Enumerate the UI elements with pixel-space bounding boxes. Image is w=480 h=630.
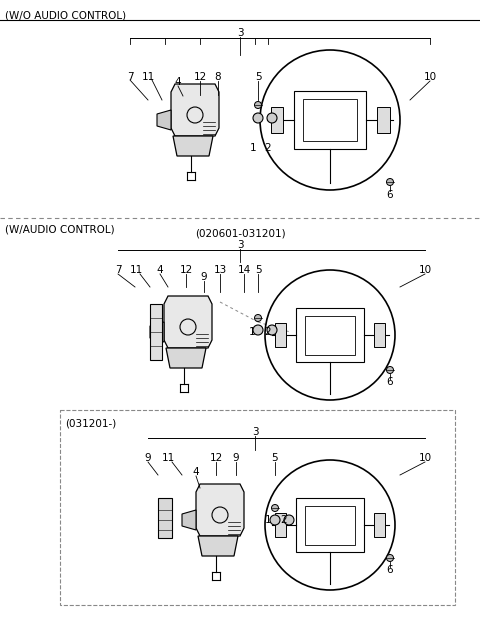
Polygon shape [164,296,212,348]
Polygon shape [158,498,172,538]
Text: (W/O AUDIO CONTROL): (W/O AUDIO CONTROL) [5,10,126,20]
Bar [305,505,355,544]
Text: 12: 12 [193,72,206,82]
Text: (W/AUDIO CONTROL): (W/AUDIO CONTROL) [5,224,115,234]
Circle shape [386,367,394,374]
Bar [294,91,366,149]
Bar [275,323,287,346]
Circle shape [254,101,262,108]
Text: (031201-): (031201-) [65,418,116,428]
Text: 3: 3 [237,28,243,38]
Bar [60,410,455,605]
Polygon shape [173,136,213,156]
Text: 11: 11 [161,453,175,463]
Text: 12: 12 [209,453,223,463]
Bar [373,513,385,537]
Text: 2: 2 [281,515,288,525]
Bar [373,323,385,346]
Circle shape [253,325,263,335]
Text: 6: 6 [387,565,393,575]
Bar [275,513,287,537]
Text: 12: 12 [180,265,192,275]
Text: 11: 11 [142,72,155,82]
Circle shape [284,515,294,525]
Text: 1: 1 [250,143,256,153]
Polygon shape [182,510,196,530]
Text: 3: 3 [237,240,243,250]
Bar [271,107,283,132]
Polygon shape [150,322,164,342]
Bar [305,316,355,355]
Polygon shape [171,84,219,136]
Text: 9: 9 [144,453,151,463]
Circle shape [267,325,277,335]
Text: 10: 10 [423,72,437,82]
Bar [296,307,364,362]
Circle shape [254,314,262,321]
Text: 13: 13 [214,265,227,275]
Bar [377,107,389,132]
Text: 2: 2 [264,143,271,153]
Text: 9: 9 [233,453,240,463]
Polygon shape [198,536,238,556]
Text: 10: 10 [419,453,432,463]
Text: 1: 1 [249,327,255,337]
Bar [296,498,364,553]
Polygon shape [150,304,162,360]
Text: 4: 4 [175,77,181,87]
Text: 1: 1 [264,515,271,525]
Text: 3: 3 [252,427,258,437]
Text: 6: 6 [387,377,393,387]
Text: 11: 11 [130,265,143,275]
Text: 14: 14 [238,265,251,275]
Text: 7: 7 [127,72,133,82]
Text: 2: 2 [264,327,271,337]
Circle shape [272,505,278,512]
Circle shape [267,113,277,123]
Text: 4: 4 [156,265,163,275]
Text: 5: 5 [255,265,261,275]
Circle shape [386,178,394,185]
Circle shape [386,554,394,561]
Text: 5: 5 [272,453,278,463]
Polygon shape [157,110,171,130]
Polygon shape [166,348,206,368]
Text: 10: 10 [419,265,432,275]
Text: 4: 4 [192,467,199,477]
Circle shape [270,515,280,525]
Text: 6: 6 [387,190,393,200]
Circle shape [253,113,263,123]
Polygon shape [196,484,244,536]
Bar [303,99,357,141]
Text: 7: 7 [115,265,121,275]
Text: 5: 5 [255,72,261,82]
Text: (020601-031201): (020601-031201) [195,228,285,238]
Text: 8: 8 [215,72,221,82]
Text: 9: 9 [201,272,207,282]
